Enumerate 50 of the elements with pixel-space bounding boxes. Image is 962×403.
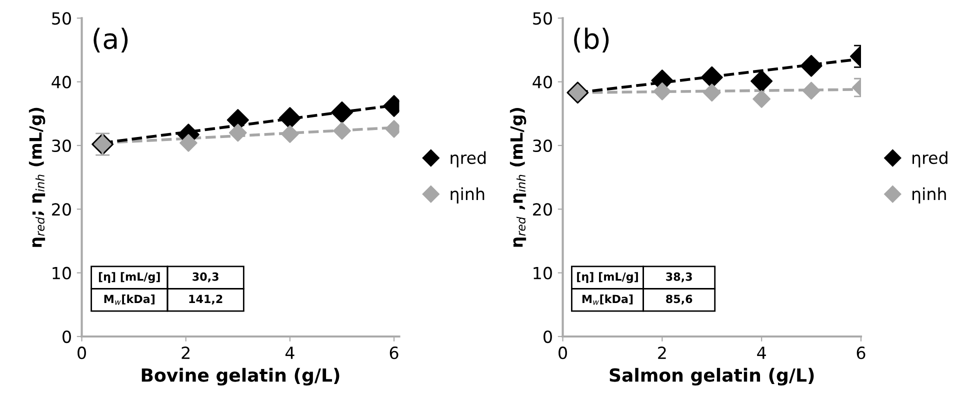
y-tick-label: 40 (532, 76, 552, 88)
x-tick-label: 0 (558, 346, 567, 360)
point (281, 125, 299, 143)
annotation: [η] [mL/g] (98, 272, 160, 284)
y-axis-title: η$_{red}$ ,η$_{inh}$ (mL/g) (510, 108, 526, 247)
annotation: 85,6 (666, 294, 692, 305)
y-tick-label: 0 (544, 330, 552, 344)
x-axis-title: Bovine gelatin (g/L) (142, 368, 340, 386)
x-tick-label: 0 (78, 346, 86, 360)
annotation: 30,3 (192, 272, 218, 282)
chart-title: (b) (574, 28, 609, 52)
point (278, 107, 301, 130)
y-tick-label: 30 (533, 139, 552, 152)
x-tick-label: 6 (390, 346, 398, 360)
annotation: M$_{w}$[kDa] (582, 294, 633, 305)
legend-label: ηred (450, 151, 486, 168)
point (752, 90, 770, 108)
point (180, 134, 198, 152)
point (653, 82, 672, 100)
y-tick-label: 50 (52, 12, 71, 25)
annotation: [η] [mL/g] (577, 272, 638, 284)
point (228, 124, 247, 142)
point (333, 122, 351, 140)
x-axis-title: Salmon gelatin (g/L) (610, 368, 814, 386)
annotation: M$_{w}$[kDa] (104, 294, 154, 305)
y-axis-title: η$_{red}$; η$_{inh}$ (mL/g) (28, 108, 46, 247)
legend-label: ηinh (912, 187, 946, 204)
chart-title: (a) (94, 28, 128, 52)
x-tick-label: 2 (182, 346, 190, 359)
point (702, 84, 721, 102)
point (802, 82, 820, 100)
x-tick-label: 4 (285, 346, 294, 359)
legend-label: ηinh (450, 187, 484, 204)
y-tick-label: 0 (62, 330, 71, 344)
point (330, 101, 353, 124)
y-tick-label: 20 (52, 203, 71, 216)
annotation: 141,2 (189, 294, 222, 305)
legend-label: ηred (912, 151, 948, 168)
y-tick-label: 30 (52, 139, 71, 152)
x-tick-label: 6 (856, 346, 866, 360)
x-tick-label: 2 (658, 346, 666, 359)
annotation: 38,3 (666, 272, 692, 282)
x-tick-label: 4 (757, 346, 766, 359)
point (750, 70, 773, 92)
y-tick-label: 40 (52, 76, 71, 88)
y-tick-label: 20 (533, 203, 552, 216)
y-tick-label: 50 (533, 12, 552, 25)
y-tick-label: 10 (534, 266, 552, 280)
point (800, 54, 822, 77)
y-tick-label: 10 (52, 266, 71, 280)
